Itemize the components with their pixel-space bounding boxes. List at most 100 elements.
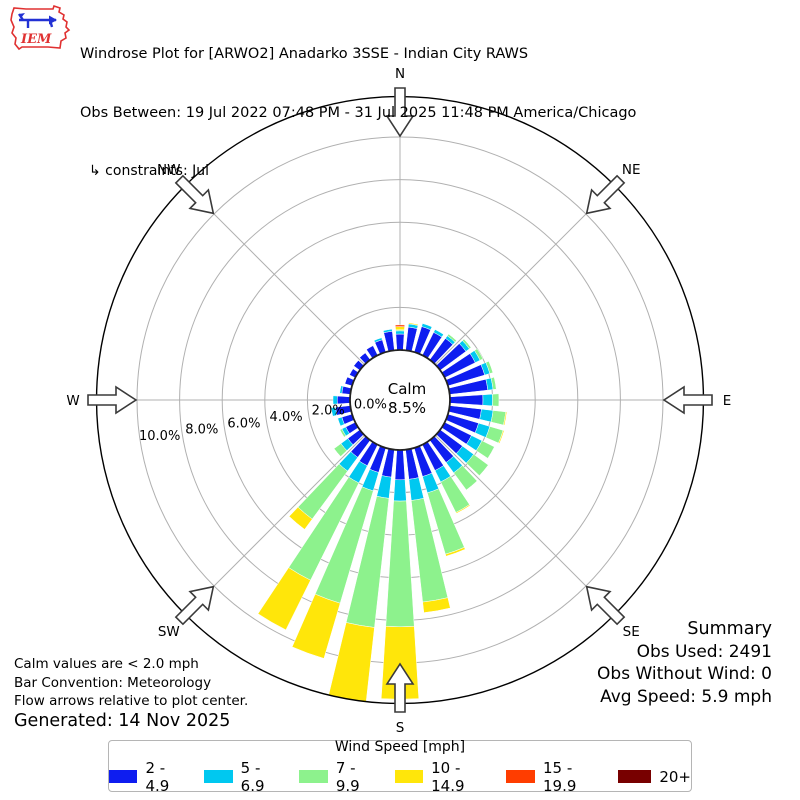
wind-bar-segment <box>422 597 451 613</box>
legend-item: 5 - 6.9 <box>204 759 282 795</box>
ring-label: 10.0% <box>139 429 180 444</box>
ring-label: 4.0% <box>270 410 303 425</box>
wind-bar-segment <box>333 443 348 457</box>
wind-bar-segment <box>395 324 405 327</box>
flow-arrow-s <box>385 662 415 713</box>
wind-bar-segment <box>449 394 484 406</box>
wind-bar-segment <box>257 567 311 631</box>
flow-arrow-e <box>662 385 713 415</box>
wind-bar-segment <box>373 337 383 343</box>
wind-bar-segment <box>462 338 472 350</box>
compass-label-sw: SW <box>158 624 180 640</box>
legend-swatch-cyan <box>204 770 233 783</box>
wind-bar-segment <box>383 330 395 352</box>
plot-notes: Calm values are < 2.0 mph Bar Convention… <box>14 655 248 730</box>
legend-swatch-orange <box>506 770 535 783</box>
summary-block: Summary Obs Used: 2491 Obs Without Wind:… <box>597 618 772 708</box>
compass-label-nw: NW <box>157 162 180 178</box>
calm-label: Calm <box>388 380 426 398</box>
summary-title: Summary <box>687 619 772 639</box>
wind-bar-segment <box>291 593 341 659</box>
ring-label: 8.0% <box>185 423 218 438</box>
wind-bar-segment <box>474 348 484 361</box>
summary-obs-without-wind: Obs Without Wind: 0 <box>597 664 772 684</box>
wind-bar-segment <box>328 622 375 702</box>
legend-item: 20+ <box>618 768 691 786</box>
wind-bar-segment <box>498 430 505 444</box>
wind-bar-segment <box>395 333 405 351</box>
legend-item: 7 - 9.9 <box>299 759 377 795</box>
calm-circle <box>349 349 451 451</box>
wind-bar-segment <box>332 395 338 405</box>
wind-bar-segment <box>503 411 508 426</box>
wind-bar-segment <box>339 428 347 438</box>
wind-bar-segment <box>395 326 405 331</box>
legend-swatch-blue <box>109 770 138 783</box>
flow-arrows <box>87 87 713 713</box>
flow-arrow-w <box>87 385 138 415</box>
wind-bar-segment <box>490 410 507 426</box>
wind-bar-segment <box>482 393 493 407</box>
wind-bar-segment <box>394 449 406 481</box>
wind-bar-segment <box>288 506 313 530</box>
ring-label: 6.0% <box>227 416 260 431</box>
wind-bar-segment <box>485 360 494 374</box>
legend-label: 10 - 14.9 <box>431 758 465 795</box>
legend-title: Wind Speed [mph] <box>334 738 466 755</box>
wind-bar-segment <box>465 453 489 476</box>
wind-bar-segment <box>339 385 344 394</box>
legend-label: 5 - 6.9 <box>240 758 265 795</box>
legend-swatch-darkred <box>618 770 652 783</box>
wind-bar-segment <box>447 333 457 343</box>
wind-bar-segment <box>330 406 338 417</box>
wind-bar-segment <box>421 323 433 331</box>
legend-item: 10 - 14.9 <box>394 758 490 795</box>
constraints-line: ↳ constraints: Jul <box>89 163 210 179</box>
compass-label-w: W <box>66 393 79 409</box>
wind-bar-segment <box>433 329 444 338</box>
iem-logo-text: IEM <box>20 32 52 47</box>
wind-bar-segment <box>393 479 407 502</box>
iowa-outline-icon <box>10 4 71 51</box>
compass-label-se: SE <box>623 624 640 640</box>
iem-logo: IEM <box>10 4 71 51</box>
wind-bar-segment <box>408 322 419 326</box>
compass-label-n: N <box>395 66 405 82</box>
summary-avg-speed: Avg Speed: 5.9 mph <box>600 686 772 707</box>
wind-bar-segment <box>385 500 415 628</box>
generated-timestamp: Generated: 14 Nov 2025 <box>14 710 231 731</box>
flow-arrows-note: Flow arrows relative to plot center. <box>14 693 249 709</box>
flow-arrow-sw <box>174 585 215 626</box>
calm-note: Calm values are < 2.0 mph <box>14 656 199 672</box>
wind-bar-segment <box>492 393 500 407</box>
obs-range-subtitle: Obs Between: 19 Jul 2022 07:48 PM - 31 J… <box>80 104 637 121</box>
legend-swatch-yellow <box>394 770 424 783</box>
wind-bar-segment <box>408 477 425 501</box>
wind-vane-icon <box>18 13 57 28</box>
flow-arrow-nw <box>174 174 215 215</box>
wind-bar-segment <box>445 546 466 557</box>
legend-label: 15 - 19.9 <box>543 758 577 795</box>
legend-item: 2 - 4.9 <box>109 759 187 795</box>
flow-arrow-n <box>385 87 415 138</box>
flow-arrow-ne <box>585 174 626 215</box>
bar-convention-note: Bar Convention: Meteorology <box>14 674 212 691</box>
wind-bar-segment <box>337 416 345 427</box>
header: Windrose Plot for [ARWO2] Anadarko 3SSE … <box>80 6 636 201</box>
wind-bar-segment <box>376 475 392 499</box>
legend-item: 15 - 19.9 <box>506 759 601 795</box>
flow-arrow-se <box>585 585 626 626</box>
legend-items: 2 - 4.9 5 - 6.9 7 - 9.9 10 - 14.9 15 - 1… <box>109 759 691 795</box>
wind-bar-segment <box>475 440 495 459</box>
summary-obs-used: Obs Used: 2491 <box>636 641 772 662</box>
calm-value: 8.5% <box>388 399 426 417</box>
wind-speed-legend: Wind Speed [mph] 2 - 4.9 5 - 6.9 7 - 9.9… <box>108 738 692 795</box>
wind-bar-segment <box>490 376 497 390</box>
compass-label-s: S <box>396 720 405 736</box>
legend-swatch-green <box>299 770 328 783</box>
ring-label: 0.0% <box>354 397 387 412</box>
wind-bar-segment <box>382 328 393 334</box>
compass-label-ne: NE <box>622 162 641 178</box>
page-title: Windrose Plot for [ARWO2] Anadarko 3SSE … <box>80 46 529 62</box>
